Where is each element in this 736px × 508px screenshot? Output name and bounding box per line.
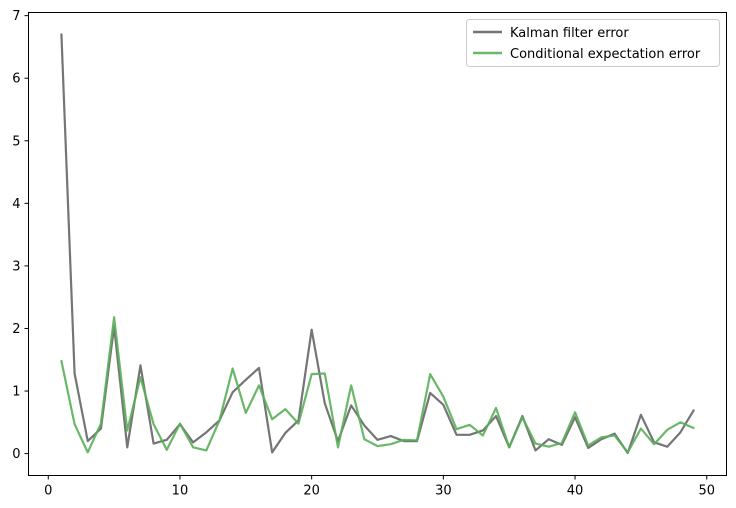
x-tick-label: 0 bbox=[44, 484, 52, 499]
y-tick-label: 6 bbox=[12, 72, 20, 87]
y-tick-label: 7 bbox=[12, 9, 20, 24]
y-tick-label: 0 bbox=[12, 447, 20, 462]
legend-label-kalman: Kalman filter error bbox=[510, 26, 629, 41]
x-tick-label: 50 bbox=[698, 484, 715, 499]
y-tick-label: 4 bbox=[12, 197, 20, 212]
x-tick-label: 20 bbox=[303, 484, 320, 499]
y-tick-label: 3 bbox=[12, 259, 20, 274]
x-tick-label: 10 bbox=[172, 484, 189, 499]
legend-box bbox=[466, 19, 720, 67]
series-line-conditional bbox=[60, 316, 695, 454]
series-layer bbox=[60, 33, 695, 455]
x-tick-label: 30 bbox=[435, 484, 452, 499]
x-axis: 0 10 20 30 40 50 bbox=[44, 475, 715, 499]
y-axis: 0 1 2 3 4 5 6 7 bbox=[12, 9, 29, 462]
axes-frame bbox=[28, 12, 727, 476]
y-tick-label: 2 bbox=[12, 322, 20, 337]
legend: Kalman filter error Conditional expectat… bbox=[466, 19, 720, 67]
series-line-kalman bbox=[60, 33, 695, 455]
y-tick-label: 1 bbox=[12, 385, 20, 400]
y-tick-label: 5 bbox=[12, 134, 20, 149]
legend-label-conditional: Conditional expectation error bbox=[510, 47, 701, 62]
x-tick-label: 40 bbox=[567, 484, 584, 499]
